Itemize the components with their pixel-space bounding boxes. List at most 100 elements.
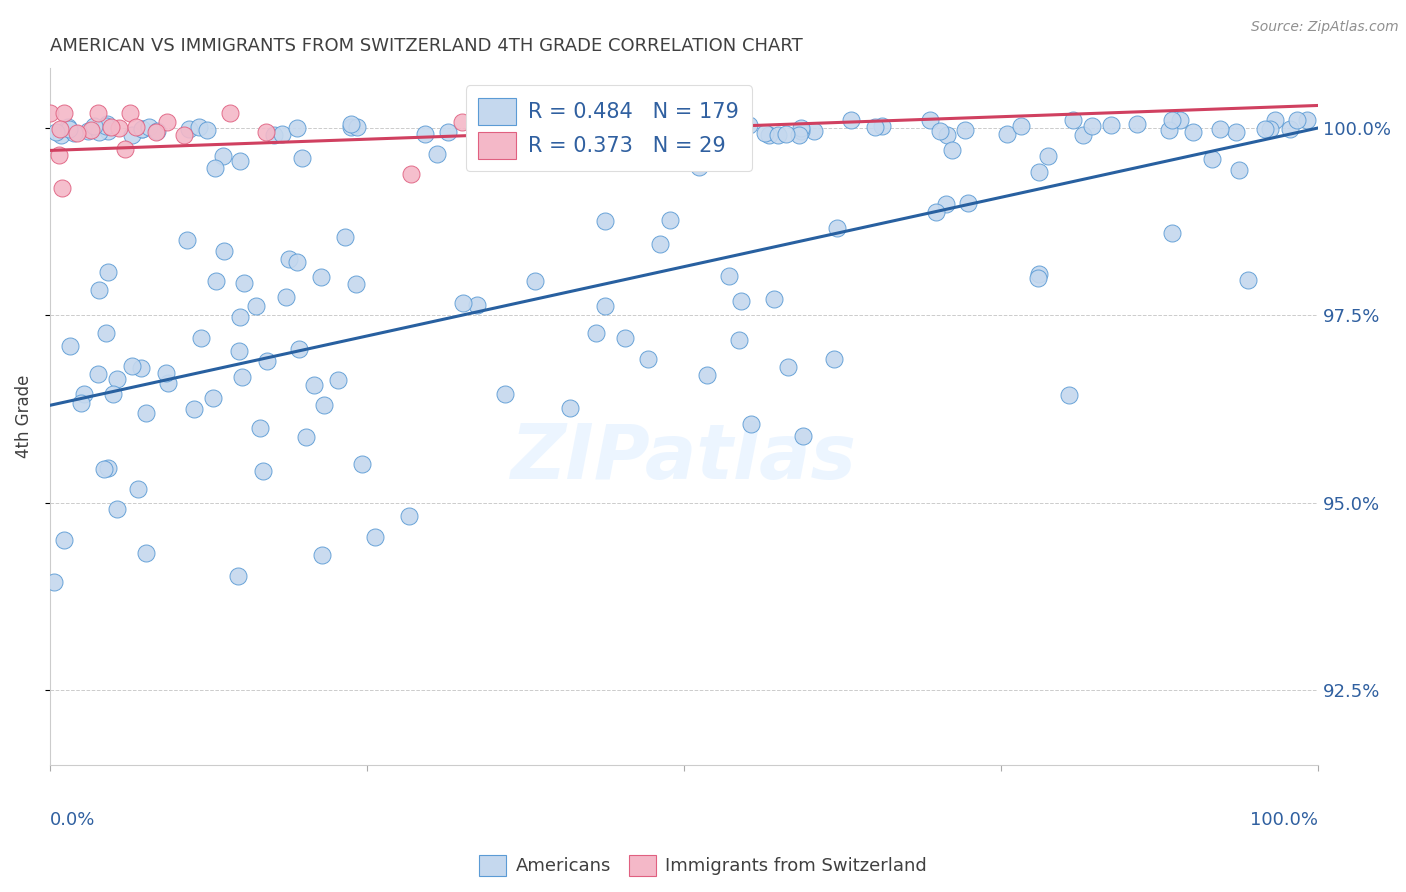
Point — [179, 122, 201, 136]
Point — [558, 401, 581, 415]
Point — [626, 118, 648, 132]
Point — [49, 128, 72, 142]
Point — [173, 128, 195, 142]
Text: ZIPatlas: ZIPatlas — [510, 422, 856, 495]
Point — [605, 121, 627, 136]
Point — [415, 127, 437, 141]
Point — [823, 351, 845, 366]
Point — [1296, 113, 1319, 128]
Point — [1160, 227, 1182, 241]
Point — [918, 113, 941, 128]
Point — [617, 128, 640, 142]
Point — [696, 368, 718, 382]
Point — [953, 123, 976, 137]
Point — [89, 125, 111, 139]
Point — [787, 128, 810, 143]
Point — [346, 120, 368, 134]
Point — [311, 548, 333, 562]
Point — [285, 121, 308, 136]
Point — [637, 352, 659, 367]
Point — [80, 122, 103, 136]
Point — [232, 277, 254, 291]
Point — [96, 117, 118, 131]
Point — [523, 273, 546, 287]
Point — [219, 106, 242, 120]
Point — [467, 120, 489, 134]
Point — [863, 120, 886, 134]
Point — [131, 122, 153, 136]
Point — [135, 406, 157, 420]
Point — [326, 373, 349, 387]
Point — [59, 338, 82, 352]
Point — [728, 333, 751, 347]
Point — [626, 118, 648, 132]
Point — [688, 160, 710, 174]
Point — [790, 124, 813, 138]
Point — [510, 115, 533, 129]
Point — [776, 359, 799, 374]
Point — [792, 429, 814, 443]
Point — [1062, 113, 1084, 128]
Point — [364, 530, 387, 544]
Point — [1026, 270, 1049, 285]
Point — [229, 310, 252, 325]
Point — [1201, 153, 1223, 167]
Point — [344, 277, 367, 292]
Point — [290, 151, 312, 165]
Point — [101, 386, 124, 401]
Point — [626, 124, 648, 138]
Point — [1036, 149, 1059, 163]
Point — [105, 502, 128, 516]
Point — [204, 161, 226, 175]
Point — [350, 457, 373, 471]
Point — [302, 377, 325, 392]
Point — [775, 128, 797, 142]
Point — [42, 574, 65, 589]
Point — [138, 120, 160, 134]
Point — [86, 106, 108, 120]
Point — [108, 121, 131, 136]
Point — [630, 119, 652, 133]
Point — [669, 126, 692, 140]
Point — [451, 295, 474, 310]
Point — [1285, 113, 1308, 128]
Point — [340, 117, 363, 131]
Point — [135, 546, 157, 560]
Point — [436, 125, 458, 139]
Point — [523, 123, 546, 137]
Point — [567, 106, 589, 120]
Point — [1225, 125, 1247, 139]
Point — [52, 106, 75, 120]
Point — [720, 120, 742, 134]
Point — [285, 255, 308, 269]
Point — [614, 121, 637, 136]
Text: Source: ZipAtlas.com: Source: ZipAtlas.com — [1251, 20, 1399, 34]
Point — [465, 297, 488, 311]
Point — [276, 290, 298, 304]
Point — [714, 121, 737, 136]
Point — [129, 360, 152, 375]
Point — [339, 120, 361, 134]
Point — [249, 421, 271, 435]
Point — [513, 118, 536, 132]
Point — [1258, 121, 1281, 136]
Point — [576, 120, 599, 134]
Point — [613, 331, 636, 345]
Point — [803, 124, 825, 138]
Point — [659, 212, 682, 227]
Point — [870, 119, 893, 133]
Point — [228, 153, 250, 168]
Point — [94, 326, 117, 340]
Point — [201, 391, 224, 405]
Point — [714, 113, 737, 128]
Point — [183, 401, 205, 416]
Point — [131, 122, 153, 136]
Point — [120, 106, 142, 120]
Point — [97, 461, 120, 475]
Point — [1010, 120, 1032, 134]
Point — [97, 264, 120, 278]
Point — [45, 125, 67, 139]
Point — [1278, 122, 1301, 136]
Point — [212, 149, 235, 163]
Point — [287, 342, 309, 356]
